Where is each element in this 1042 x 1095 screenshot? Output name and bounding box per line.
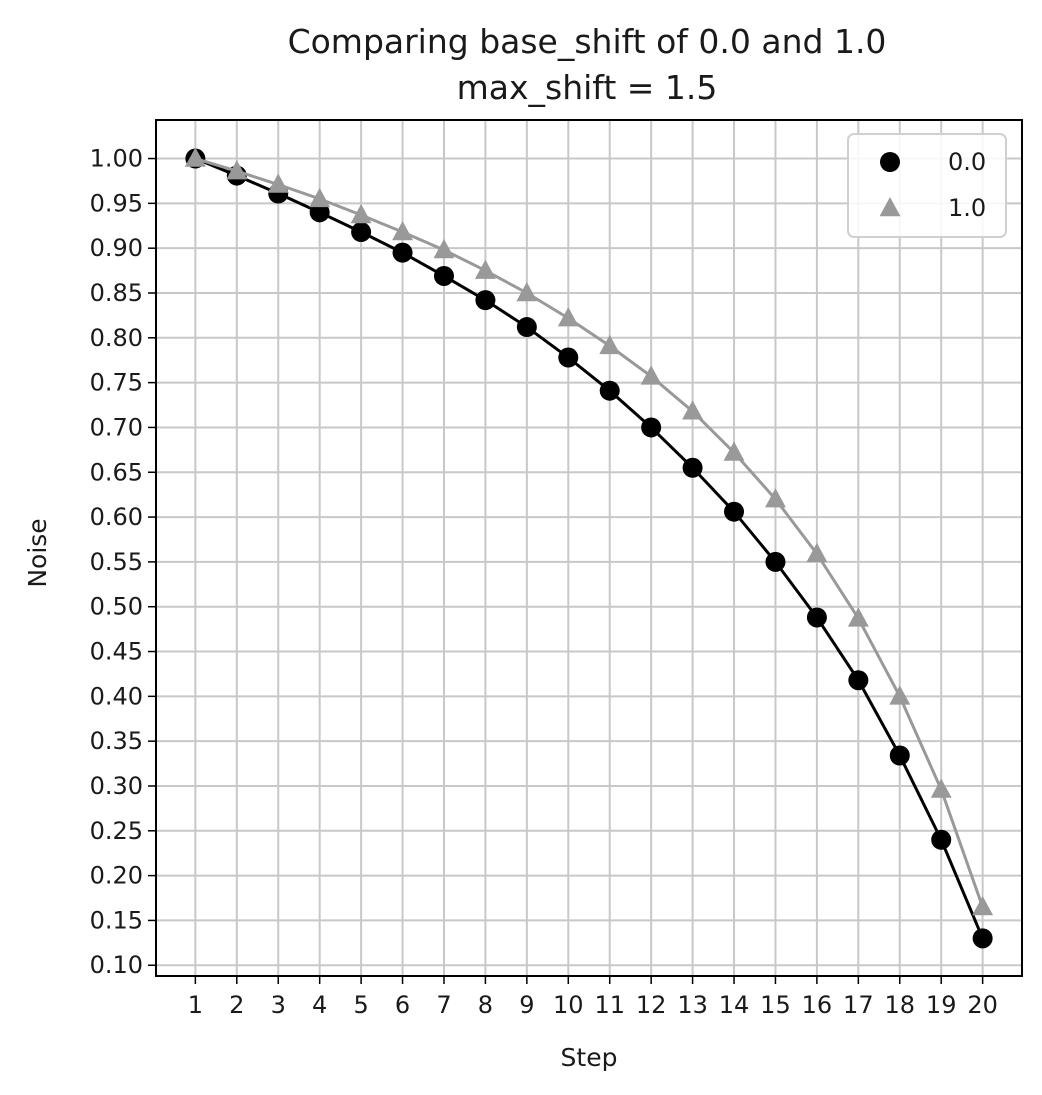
data-point xyxy=(558,347,579,368)
series-0.0 xyxy=(185,148,993,949)
data-point xyxy=(516,281,538,302)
data-point xyxy=(392,242,413,263)
x-tick-label: 6 xyxy=(395,991,410,1019)
series-line xyxy=(194,157,985,908)
x-tick-label: 20 xyxy=(967,991,998,1019)
x-tick-label: 15 xyxy=(760,991,791,1019)
y-tick-label: 0.95 xyxy=(90,189,143,217)
x-tick-label: 10 xyxy=(553,991,584,1019)
data-point xyxy=(972,928,993,949)
data-point xyxy=(599,334,621,355)
series-line xyxy=(194,157,985,939)
legend-label: 0.0 xyxy=(948,148,986,176)
data-point xyxy=(930,778,952,798)
data-point xyxy=(682,457,703,478)
data-point xyxy=(267,173,289,193)
data-point xyxy=(682,400,704,420)
data-point xyxy=(599,380,620,401)
data-point xyxy=(475,290,496,311)
x-tick-label: 14 xyxy=(719,991,750,1019)
data-point xyxy=(350,204,372,224)
data-point xyxy=(309,187,331,208)
x-tick-label: 12 xyxy=(636,991,667,1019)
y-tick-label: 0.80 xyxy=(90,324,143,352)
data-point xyxy=(889,685,911,705)
chart-subtitle: max_shift = 1.5 xyxy=(457,68,718,107)
x-axis-label: Step xyxy=(561,1043,618,1072)
legend: 0.0 1.0 xyxy=(847,133,1007,238)
x-tick-label: 13 xyxy=(677,991,708,1019)
x-tick-label: 18 xyxy=(884,991,915,1019)
data-point xyxy=(765,551,786,572)
data-point xyxy=(972,895,994,916)
x-tick-label: 2 xyxy=(229,991,244,1019)
data-point xyxy=(640,365,662,385)
x-tick-label: 5 xyxy=(353,991,368,1019)
data-point xyxy=(889,745,910,766)
ticks: 1 2 3 4 5 6 7 8 9 10 11 12 13 14 15 16 17 18 19 201.000.950… xyxy=(90,145,998,1019)
data-point xyxy=(847,607,869,627)
x-tick-label: 1 xyxy=(188,991,203,1019)
data-point xyxy=(723,441,745,461)
y-tick-label: 1.00 xyxy=(90,145,143,173)
y-tick-label: 0.40 xyxy=(90,682,143,710)
series-layer xyxy=(184,147,994,949)
x-tick-label: 16 xyxy=(802,991,833,1019)
y-tick-label: 0.55 xyxy=(90,548,143,576)
y-tick-label: 0.45 xyxy=(90,638,143,666)
data-point xyxy=(474,259,496,279)
data-point xyxy=(806,542,828,563)
data-point xyxy=(806,607,827,628)
data-point xyxy=(765,488,786,508)
x-tick-label: 7 xyxy=(436,991,451,1019)
plot-frame xyxy=(155,119,1023,977)
y-tick-label: 0.35 xyxy=(90,727,143,755)
legend-label: 1.0 xyxy=(948,194,986,222)
series-1.0 xyxy=(184,147,994,916)
data-point xyxy=(433,238,455,259)
y-tick-label: 0.65 xyxy=(90,458,143,486)
x-tick-label: 19 xyxy=(926,991,957,1019)
x-tick-label: 3 xyxy=(271,991,286,1019)
y-tick-label: 0.20 xyxy=(90,862,143,890)
y-axis-label: Noise xyxy=(23,518,52,587)
legend-marker xyxy=(880,152,900,172)
data-point xyxy=(392,221,413,241)
data-point xyxy=(557,307,579,327)
legend-marker xyxy=(879,197,901,217)
data-point xyxy=(351,222,372,243)
y-tick-label: 0.10 xyxy=(90,951,143,979)
grid xyxy=(156,120,1022,976)
data-point xyxy=(433,265,454,286)
x-tick-label: 4 xyxy=(312,991,327,1019)
x-tick-label: 17 xyxy=(843,991,874,1019)
data-point xyxy=(724,501,745,522)
y-tick-label: 0.70 xyxy=(90,413,143,441)
data-point xyxy=(848,670,869,691)
y-tick-label: 0.25 xyxy=(90,817,143,845)
data-point xyxy=(309,202,330,223)
y-tick-label: 0.50 xyxy=(90,593,143,621)
y-tick-label: 0.75 xyxy=(90,369,143,397)
y-tick-label: 0.30 xyxy=(90,772,143,800)
chart-title: Comparing base_shift of 0.0 and 1.0 xyxy=(288,22,887,61)
x-tick-label: 9 xyxy=(519,991,534,1019)
y-tick-label: 0.15 xyxy=(90,906,143,934)
data-point xyxy=(184,147,206,167)
y-tick-label: 0.90 xyxy=(90,234,143,262)
data-point xyxy=(226,160,248,180)
data-point xyxy=(931,829,952,850)
data-point xyxy=(641,417,662,438)
data-point xyxy=(516,317,537,338)
x-tick-label: 8 xyxy=(478,991,493,1019)
y-tick-label: 0.60 xyxy=(90,503,143,531)
x-tick-label: 11 xyxy=(594,991,625,1019)
y-tick-label: 0.85 xyxy=(90,279,143,307)
